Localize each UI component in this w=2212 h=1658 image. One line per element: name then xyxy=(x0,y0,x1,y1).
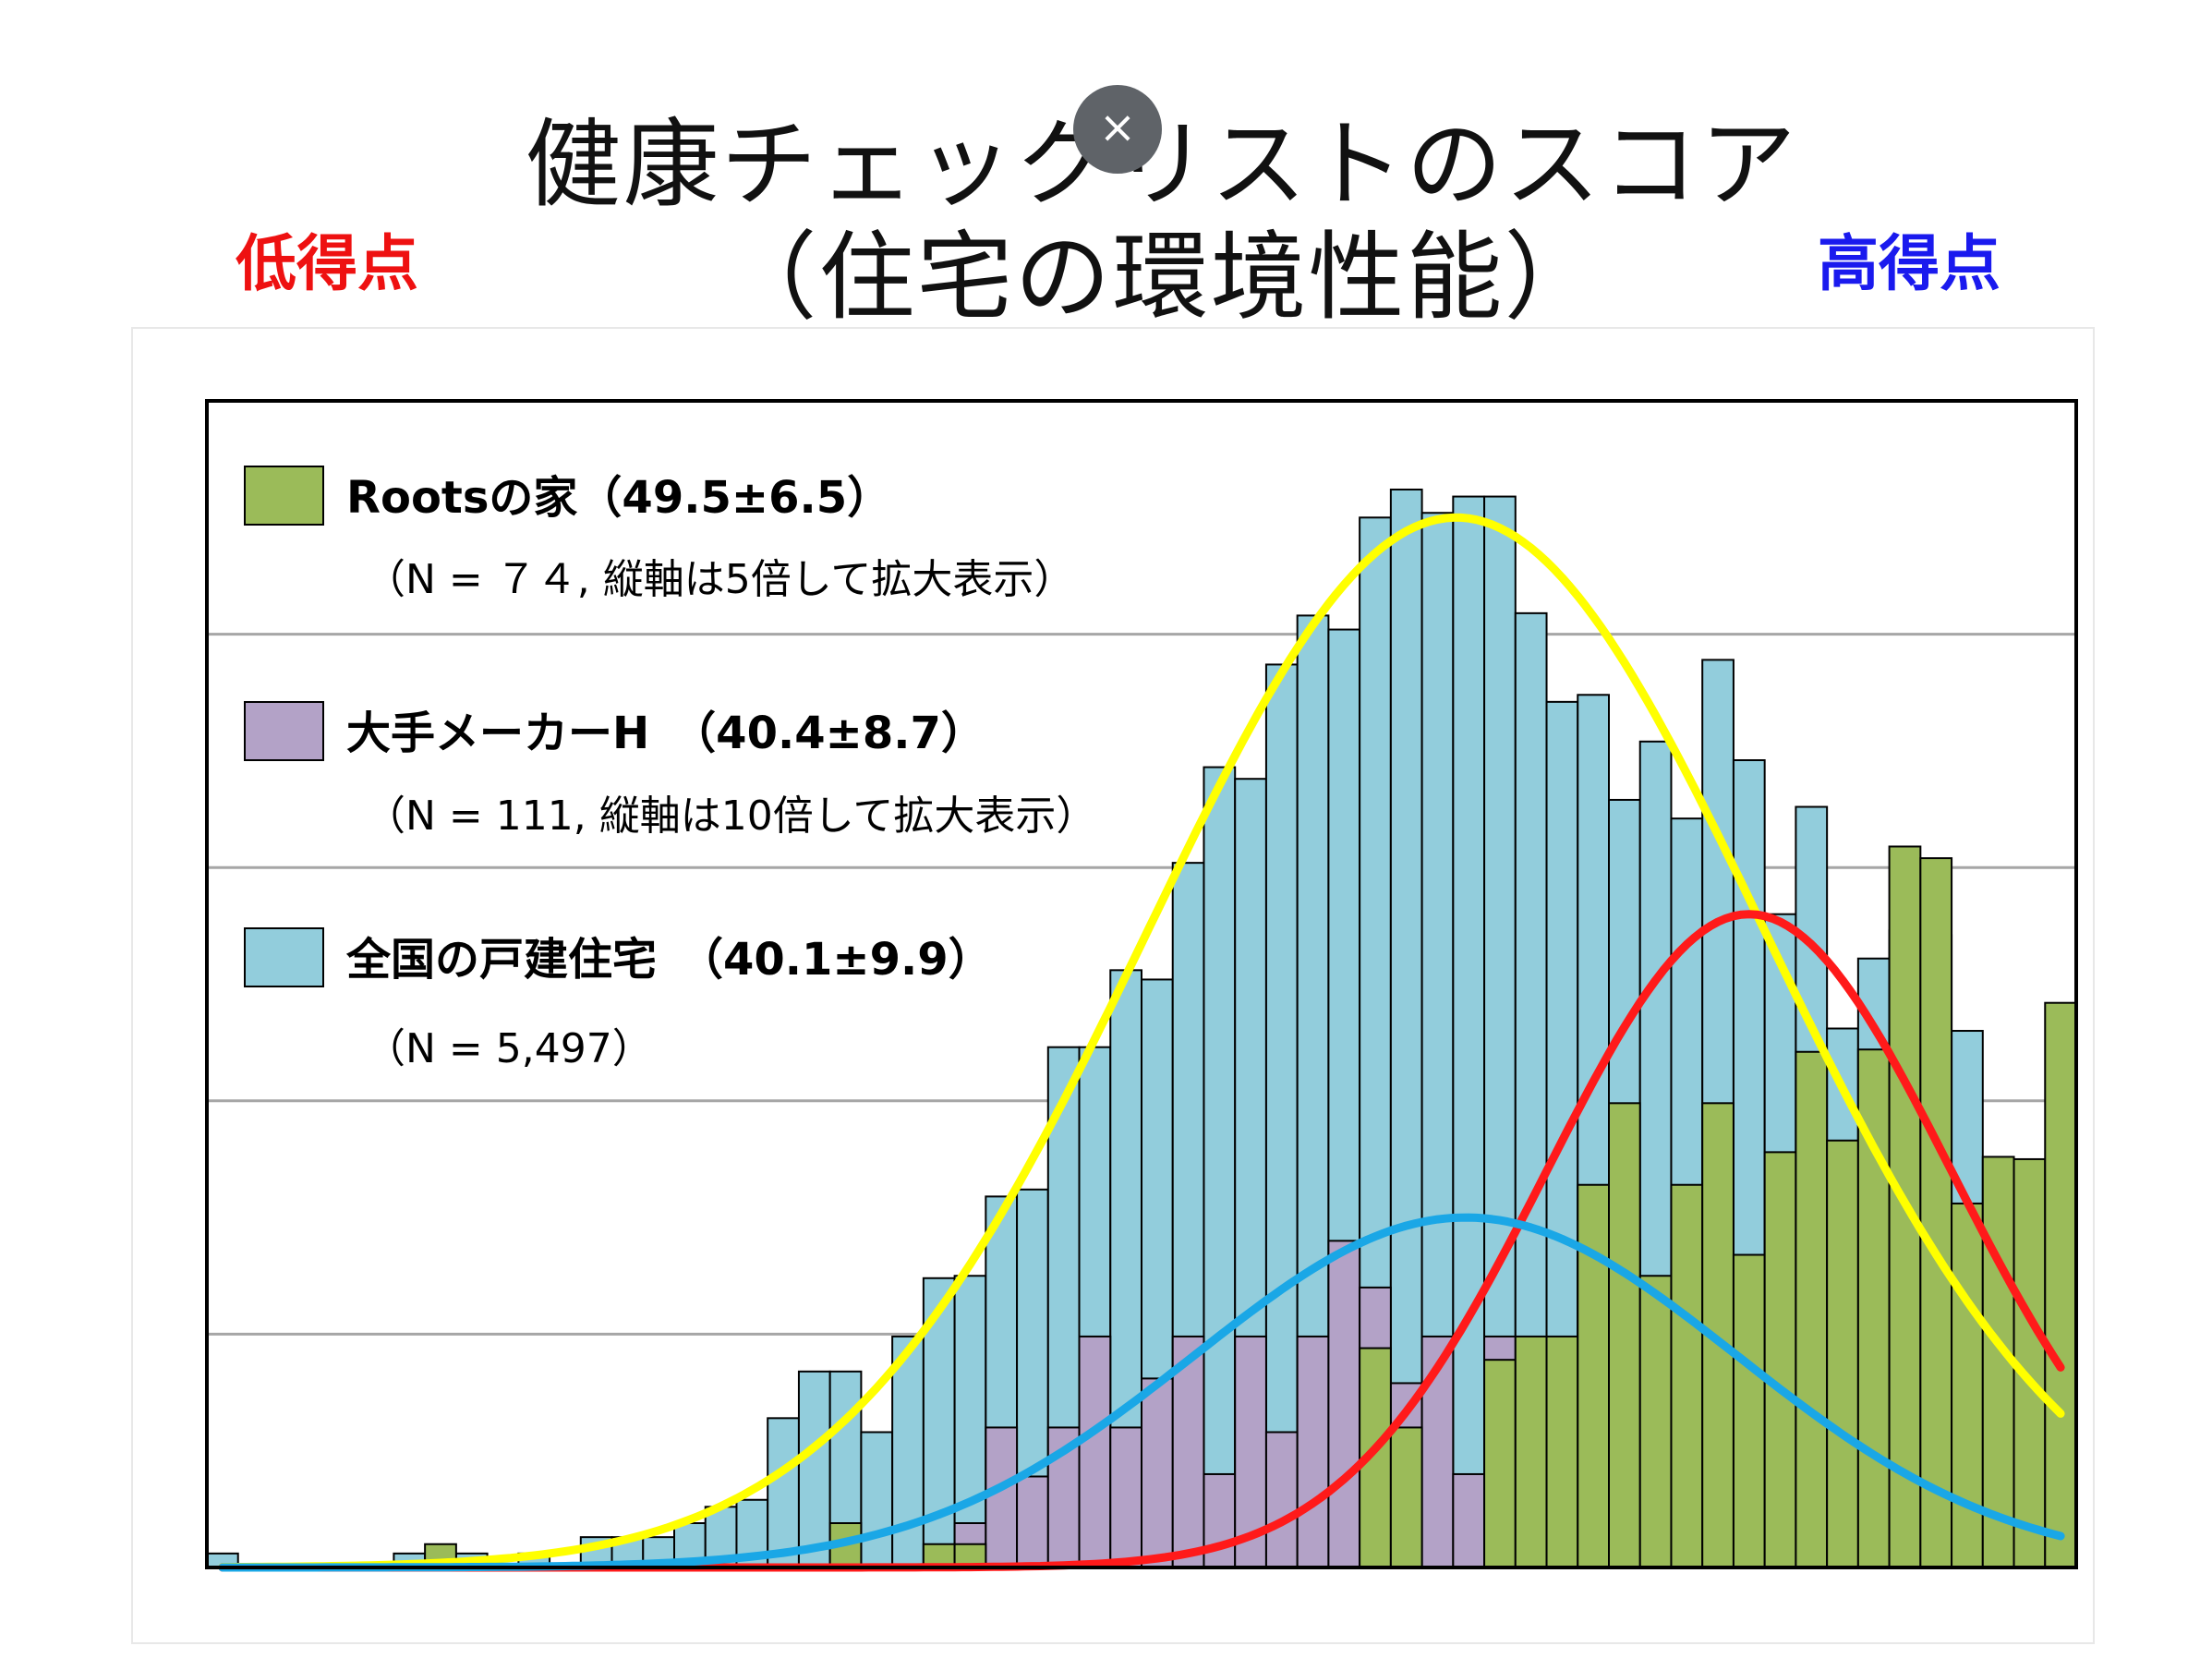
bar-maker xyxy=(1141,1377,1174,1569)
bar-roots xyxy=(1732,1253,1766,1568)
bar-national xyxy=(1203,766,1237,1568)
bar-national xyxy=(797,1370,831,1569)
high-score-label: 高得点 xyxy=(1818,228,2000,299)
bar-roots xyxy=(1389,1426,1423,1568)
low-score-label: 低得点 xyxy=(236,228,418,299)
bar-maker xyxy=(985,1426,1019,1568)
bar-roots xyxy=(1514,1335,1548,1569)
legend-label-roots: Rootsの家（49.5±6.5） xyxy=(346,472,891,524)
bar-maker xyxy=(1109,1426,1143,1568)
bar-roots xyxy=(1763,1151,1797,1568)
chart-frame xyxy=(131,327,2095,1644)
normal-curve xyxy=(218,513,2065,1572)
legend: Rootsの家（49.5±6.5） （N = ７４, 縦軸は5倍して拡大表示） … xyxy=(244,466,1096,1072)
legend-swatch-roots xyxy=(244,466,324,526)
chart-title-line2: （住宅の環境性能） xyxy=(720,221,1602,333)
bar-roots xyxy=(1545,1335,1579,1569)
bar-national xyxy=(860,1431,894,1568)
bar-roots xyxy=(1483,1359,1517,1569)
plot-border xyxy=(205,399,2078,1569)
close-button[interactable]: × xyxy=(1073,85,1162,174)
bar-national xyxy=(767,1417,800,1569)
legend-note-maker: （N = 111, 縦軸は10倍して拡大表示） xyxy=(365,793,1096,840)
bar-roots xyxy=(1795,1050,1829,1568)
bar-national xyxy=(1264,663,1299,1568)
bar-maker xyxy=(1171,1335,1205,1569)
legend-swatch-national xyxy=(244,927,324,987)
bar-maker xyxy=(1264,1431,1299,1568)
bar-roots xyxy=(1359,1347,1392,1569)
bar-roots xyxy=(1577,1183,1611,1568)
bar-maker xyxy=(1452,1472,1486,1568)
bar-roots xyxy=(1919,857,1953,1568)
bar-national xyxy=(953,1275,987,1568)
bar-roots xyxy=(1638,1275,1673,1568)
bar-roots xyxy=(1826,1139,1859,1568)
bar-roots xyxy=(2044,1001,2077,1568)
legend-label-national: 全国の戸建住宅 （40.1±9.9） xyxy=(345,934,993,986)
bar-roots xyxy=(1670,1183,1704,1568)
legend-note-national: （N = 5,497） xyxy=(365,1025,653,1072)
bar-national xyxy=(1452,495,1486,1568)
bar-maker xyxy=(1016,1475,1049,1568)
bar-maker xyxy=(1203,1472,1237,1568)
legend-note-roots: （N = ７４, 縦軸は5倍して拡大表示） xyxy=(365,556,1074,603)
bar-roots xyxy=(1608,1102,1641,1569)
bar-maker xyxy=(1296,1335,1330,1569)
bar-maker xyxy=(1327,1240,1361,1568)
legend-swatch-maker xyxy=(244,701,324,761)
legend-label-maker: 大手メーカーH （40.4±8.7） xyxy=(346,708,985,759)
bar-maker xyxy=(1078,1335,1112,1569)
